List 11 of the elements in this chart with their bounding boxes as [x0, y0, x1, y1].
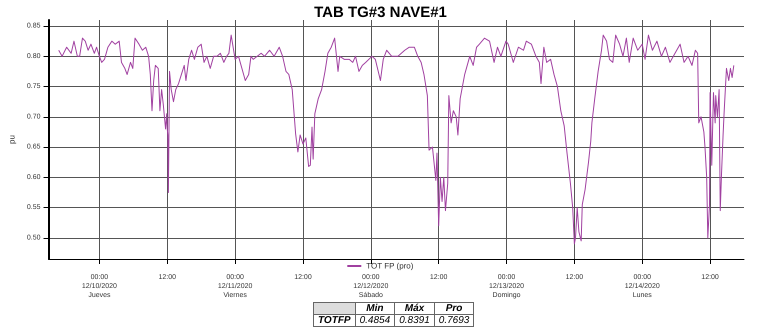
- text: 0.8391: [394, 314, 434, 326]
- text: Min: [355, 302, 395, 314]
- line-series: [58, 34, 734, 244]
- text: Pro: [434, 302, 474, 314]
- y-axis-title: pu: [8, 135, 16, 144]
- chart-title: TAB TG#3 NAVE#1: [314, 4, 447, 21]
- text: TOTFP: [314, 314, 356, 326]
- text: 0.4854: [355, 314, 395, 326]
- text: Máx: [394, 302, 434, 314]
- text: 0.7693: [434, 314, 474, 326]
- legend-label: TOT FP (pro): [366, 262, 414, 270]
